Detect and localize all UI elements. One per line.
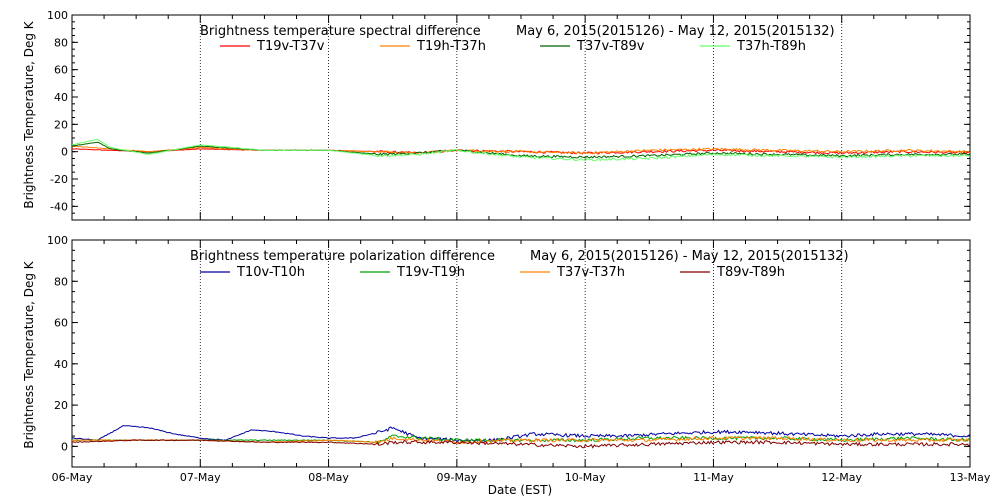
polarization-date-range: May 6, 2015(2015126) - May 12, 2015(2015…	[530, 249, 849, 264]
y-tick-label: 80	[54, 275, 68, 288]
y-tick-label: 20	[54, 399, 68, 412]
y-tick-label: 100	[47, 9, 68, 22]
legend-label: T37v-T37h	[556, 265, 625, 280]
y-tick-label: -20	[50, 173, 68, 186]
x-tick-label: 11-May	[693, 471, 734, 484]
y-tick-label: 100	[47, 234, 68, 247]
polarization-difference-panel: Brightness temperature polarization diff…	[22, 234, 991, 497]
y-tick-label: 20	[54, 118, 68, 131]
y-tick-label: 40	[54, 358, 68, 371]
y-tick-label: -40	[50, 200, 68, 213]
x-axis-title: Date (EST)	[488, 483, 552, 497]
polarization-title: Brightness temperature polarization diff…	[190, 249, 495, 264]
y-tick-label: 40	[54, 91, 68, 104]
legend-label: T19h-T37h	[416, 39, 486, 54]
series-line	[71, 425, 971, 443]
x-tick-label: 06-May	[52, 471, 93, 484]
spectral-date-range: May 6, 2015(2015126) - May 12, 2015(2015…	[516, 24, 835, 39]
y-tick-label: 0	[61, 146, 68, 159]
x-tick-label: 09-May	[436, 471, 477, 484]
x-tick-label: 08-May	[308, 471, 349, 484]
y-tick-label: 0	[61, 440, 68, 453]
x-tick-label: 07-May	[180, 471, 221, 484]
legend-label: T19v-T37v	[256, 39, 325, 54]
polarization-y-axis-title: Brightness Temperature, Deg K	[22, 260, 36, 448]
y-tick-label: 60	[54, 317, 68, 330]
legend-label: T10v-T10h	[236, 265, 305, 280]
series-line	[71, 141, 971, 159]
spectral-title: Brightness temperature spectral differen…	[200, 24, 481, 39]
spectral-difference-panel: Brightness temperature spectral differen…	[22, 9, 971, 221]
series-line	[71, 434, 971, 445]
x-tick-label: 13-May	[950, 471, 991, 484]
plot-frame	[71, 239, 971, 468]
legend-label: T37h-T89h	[736, 39, 806, 54]
spectral-y-axis-title: Brightness Temperature, Deg K	[22, 20, 36, 208]
series-line	[71, 145, 971, 155]
legend-label: T19v-T19h	[396, 265, 465, 280]
legend-label: T89v-T89h	[716, 265, 785, 280]
y-tick-label: 80	[54, 36, 68, 49]
y-tick-label: 60	[54, 64, 68, 77]
series-line	[71, 439, 971, 449]
series-line	[71, 139, 971, 162]
x-tick-label: 12-May	[821, 471, 862, 484]
plot-frame	[71, 14, 971, 221]
legend-label: T37v-T89v	[576, 39, 645, 54]
x-tick-label: 10-May	[565, 471, 606, 484]
